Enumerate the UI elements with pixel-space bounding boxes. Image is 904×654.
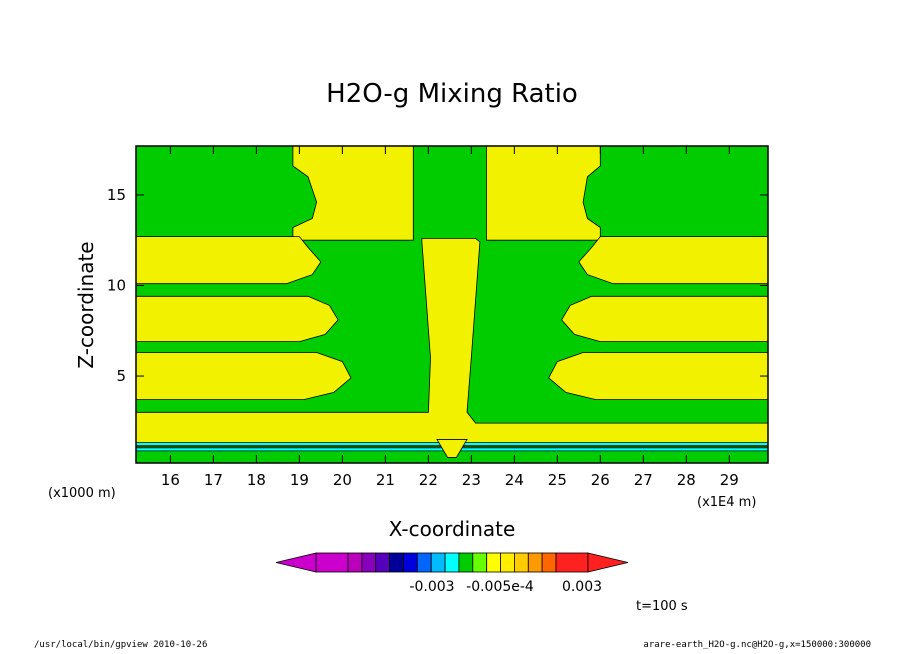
chart-title: H2O-g Mixing Ratio — [326, 79, 578, 109]
colorbar-segment — [361, 552, 377, 573]
x-unit-label: (x1E4 m) — [697, 495, 756, 510]
x-tick-label: 29 — [720, 471, 739, 489]
y-tick-label: 5 — [116, 367, 126, 385]
colorbar-segment — [444, 552, 460, 573]
x-tick-label: 19 — [290, 471, 309, 489]
footer-right: arare-earth_H2O-g.nc@H2O-g,x=150000:3000… — [643, 640, 871, 650]
colorbar-segment — [541, 552, 557, 573]
footer-left: /usr/local/bin/gpview 2010-10-26 — [34, 640, 208, 650]
colorbar-segment — [347, 552, 363, 573]
y-tick-label: 10 — [107, 276, 126, 294]
colorbar-label: -0.005e-4 — [466, 579, 534, 595]
colorbar-segment — [527, 552, 543, 573]
plot-frame — [135, 145, 769, 464]
colorbar-segment — [315, 552, 349, 573]
x-tick-label: 22 — [419, 471, 438, 489]
contour-region-yellow — [561, 295, 768, 343]
x-tick-label: 28 — [677, 471, 696, 489]
x-tick-label: 23 — [462, 471, 481, 489]
plot-area: 16 17 18 19 20 21 22 23 24 25 26 27 28 29 5 10 15 — [107, 145, 769, 489]
colorbar-segment — [472, 552, 488, 573]
y-tick-label: 15 — [107, 186, 126, 204]
x-tick-label: 25 — [548, 471, 567, 489]
colorbar-label: 0.003 — [562, 579, 602, 595]
colorbar-segment — [416, 552, 432, 573]
colorbar-arrow-left — [275, 552, 317, 573]
colorbar-segment — [555, 552, 589, 573]
contour-region-yellow — [292, 146, 414, 241]
contour-region-yellow — [578, 236, 768, 285]
x-tick-label: 18 — [247, 471, 266, 489]
x-axis-label: X-coordinate — [389, 517, 516, 541]
x-tick-label: 20 — [333, 471, 352, 489]
x-tick-label: 16 — [161, 471, 180, 489]
contour-region-yellow — [136, 236, 322, 285]
colorbar-segment — [486, 552, 502, 573]
colorbar-segment — [430, 552, 446, 573]
x-tick-label: 17 — [204, 471, 223, 489]
colorbar-segment — [375, 552, 391, 573]
y-axis-label: Z-coordinate — [74, 241, 98, 368]
colorbar-arrow-right — [587, 552, 629, 573]
colorbar-segment — [389, 552, 404, 573]
time-annotation: t=100 s — [636, 599, 688, 614]
colorbar-segment — [514, 552, 529, 573]
colorbar-segment — [403, 552, 418, 573]
colorbar-label: -0.003 — [409, 579, 454, 595]
x-tick-label: 26 — [591, 471, 610, 489]
x-tick-label: 21 — [376, 471, 395, 489]
contour-region-yellow — [136, 295, 339, 343]
x-tick-label: 27 — [634, 471, 653, 489]
x-tick-label: 24 — [505, 471, 524, 489]
contour-region-yellow — [548, 352, 768, 401]
contour-region-yellow — [136, 237, 768, 448]
colorbar-segment — [500, 552, 515, 573]
colorbar-segment — [458, 552, 474, 573]
contour-region-yellow — [136, 352, 352, 401]
contour-region-yellow — [436, 439, 468, 458]
contour-region-yellow — [485, 146, 601, 241]
y-unit-label: (x1000 m) — [48, 486, 116, 501]
colorbar: -0.003 -0.005e-4 0.003 — [275, 552, 629, 595]
